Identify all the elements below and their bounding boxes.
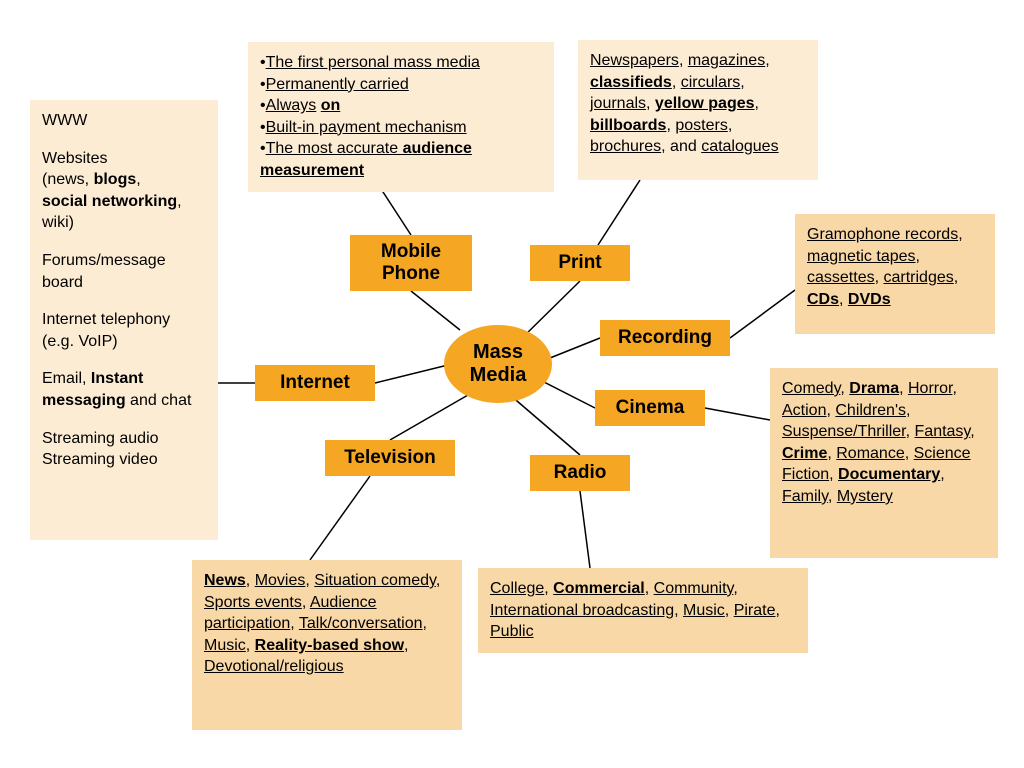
bullet-item: •The first personal mass media <box>260 52 542 74</box>
detail-recording-detail: Gramophone records, magnetic tapes, cass… <box>795 214 995 334</box>
paragraph: Websites(news, blogs, social networking,… <box>42 148 206 234</box>
paragraph: Internet telephony(e.g. VoIP) <box>42 309 206 352</box>
branch-recording: Recording <box>600 320 730 356</box>
branch-mobile: Mobile Phone <box>350 235 472 291</box>
detail-radio-detail: College, Commercial, Community, Internat… <box>478 568 808 653</box>
detail-print-detail: Newspapers, magazines, classifieds, circ… <box>578 40 818 180</box>
branch-label: Print <box>558 252 601 274</box>
bullet-item: •Permanently carried <box>260 74 542 96</box>
branch-label: Cinema <box>616 397 685 419</box>
branch-label: Mobile Phone <box>360 241 462 285</box>
branch-print: Print <box>530 245 630 281</box>
detail-cinema-detail: Comedy, Drama, Horror, Action, Children'… <box>770 368 998 558</box>
branch-cinema: Cinema <box>595 390 705 426</box>
detail-television-detail: News, Movies, Situation comedy, Sports e… <box>192 560 462 730</box>
paragraph: Streaming audioStreaming video <box>42 428 206 471</box>
branch-label: Internet <box>280 372 350 394</box>
branch-internet: Internet <box>255 365 375 401</box>
paragraph: WWW <box>42 110 206 132</box>
branch-radio: Radio <box>530 455 630 491</box>
center-node: Mass Media <box>444 325 552 403</box>
paragraph: Forums/messageboard <box>42 250 206 293</box>
bullet-item: •Built-in payment mechanism <box>260 117 542 139</box>
branch-label: Television <box>344 447 436 469</box>
mindmap-canvas: Mass Media Mobile Phone Print Recording Cine… <box>0 0 1024 768</box>
branch-television: Television <box>325 440 455 476</box>
detail-mobile-detail: •The first personal mass media•Permanent… <box>248 42 554 192</box>
bullet-item: •The most accurate audience measurement <box>260 138 542 181</box>
paragraph: Email, Instant messaging and chat <box>42 368 206 411</box>
bullet-item: •Always on <box>260 95 542 117</box>
branch-label: Radio <box>554 462 607 484</box>
detail-internet-detail: WWW Websites(news, blogs, social networki… <box>30 100 218 540</box>
center-label: Mass Media <box>444 341 552 387</box>
branch-label: Recording <box>618 327 712 349</box>
